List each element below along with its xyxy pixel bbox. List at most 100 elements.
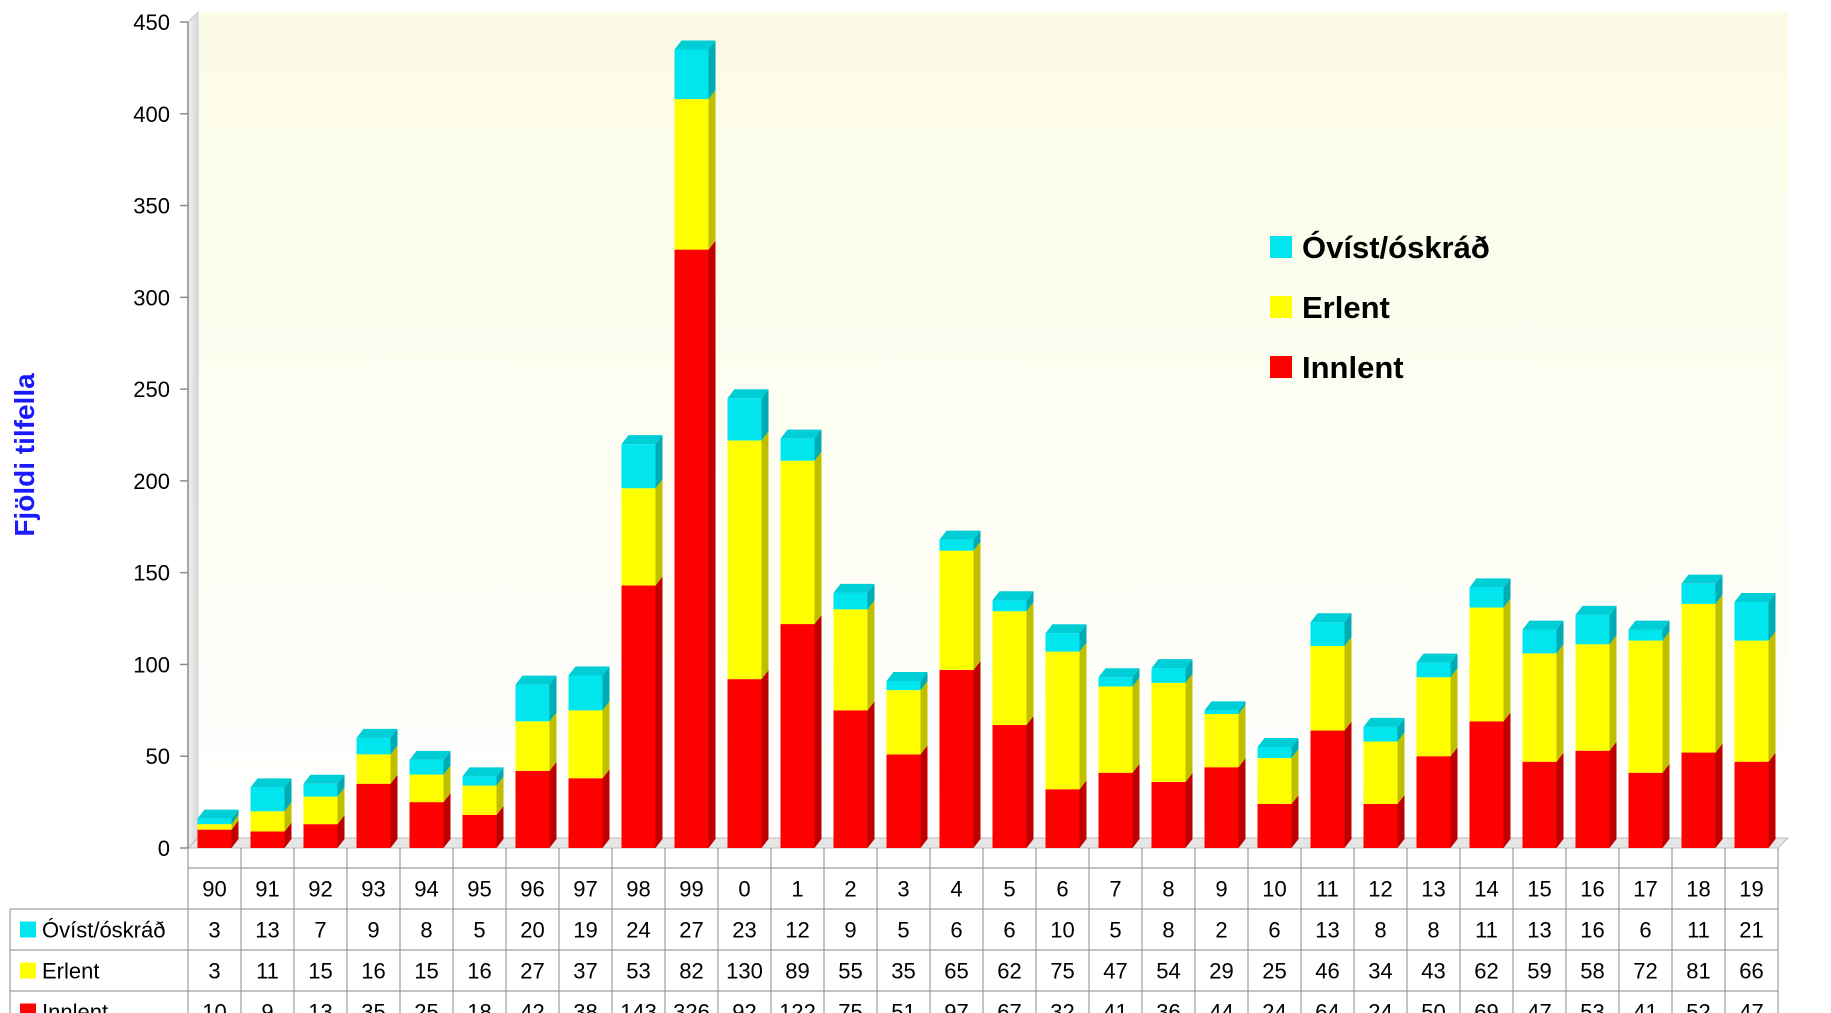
bar-stack-13 <box>1416 653 1458 848</box>
bar-stack-11 <box>1310 613 1352 848</box>
bar-segment-Óvíst/óskráð <box>939 539 974 551</box>
table-cell: 67 <box>997 1000 1021 1013</box>
y-axis-title: Fjöldi tilfella <box>9 373 40 537</box>
table-cell: 27 <box>679 918 703 943</box>
table-row-label: Óvíst/óskráð <box>42 918 165 943</box>
legend-swatch <box>1270 356 1292 378</box>
bar-segment-side <box>1132 763 1140 848</box>
x-tick-label: 7 <box>1109 877 1121 902</box>
legend-label: Erlent <box>1302 290 1390 325</box>
bar-segment-side <box>1079 780 1087 848</box>
y-tick-label: 0 <box>158 836 170 861</box>
bar-top-face <box>727 389 769 399</box>
bar-segment-side <box>1026 591 1034 612</box>
bar-segment-side <box>1344 613 1352 647</box>
table-cell: 36 <box>1156 1000 1180 1013</box>
bar-top-face <box>568 666 610 676</box>
legend-swatch <box>1270 296 1292 318</box>
bar-stack-2 <box>833 583 875 848</box>
bar-segment-Óvíst/óskráð <box>1310 622 1345 647</box>
bar-segment-side <box>1132 677 1140 773</box>
bar-top-face <box>1098 668 1140 678</box>
bar-segment-Innlent <box>833 710 868 848</box>
table-cell: 42 <box>520 1000 544 1013</box>
bar-segment-side <box>1715 574 1723 604</box>
bar-segment-side <box>549 712 557 771</box>
bar-segment-Innlent <box>1734 761 1769 848</box>
bar-segment-side <box>814 429 822 461</box>
bar-segment-Óvíst/óskráð <box>409 759 444 775</box>
bar-segment-side <box>655 479 663 586</box>
table-cell: 16 <box>361 959 385 984</box>
bar-segment-Óvíst/óskráð <box>1522 629 1557 654</box>
table-cell: 9 <box>261 1000 273 1013</box>
bar-segment-side <box>1715 743 1723 848</box>
bar-segment-Óvíst/óskráð <box>1045 633 1080 652</box>
bar-segment-side <box>920 671 928 691</box>
bar-segment-side <box>761 389 769 441</box>
table-cell: 16 <box>467 959 491 984</box>
bar-segment-Erlent <box>621 488 656 586</box>
table-cell: 82 <box>679 959 703 984</box>
bar-segment-Innlent <box>1098 772 1133 848</box>
table-cell: 53 <box>1580 1000 1604 1013</box>
x-tick-label: 10 <box>1262 877 1286 902</box>
bar-segment-Innlent <box>621 585 656 848</box>
table-row-label: Innlent <box>42 1000 108 1013</box>
bar-segment-Innlent <box>303 824 338 848</box>
bar-stack-96 <box>515 675 557 848</box>
bar-segment-side <box>867 701 875 848</box>
table-cell: 6 <box>1003 918 1015 943</box>
table-cell: 143 <box>620 1000 657 1013</box>
bar-segment-side <box>1291 738 1299 759</box>
bar-top-face <box>1522 620 1564 630</box>
x-tick-label: 4 <box>950 877 962 902</box>
table-cell: 19 <box>573 918 597 943</box>
bar-segment-side <box>1609 635 1617 751</box>
table-cell: 75 <box>1050 959 1074 984</box>
table-cell: 69 <box>1474 1000 1498 1013</box>
x-tick-label: 16 <box>1580 877 1604 902</box>
bar-segment-Innlent <box>780 624 815 848</box>
table-cell: 29 <box>1209 959 1233 984</box>
table-cell: 25 <box>414 1000 438 1013</box>
bar-segment-Erlent <box>1310 646 1345 731</box>
x-tick-label: 13 <box>1421 877 1445 902</box>
table-cell: 20 <box>520 918 544 943</box>
bar-segment-side <box>443 750 451 775</box>
table-cell: 5 <box>473 918 485 943</box>
x-tick-label: 92 <box>308 877 332 902</box>
x-tick-label: 94 <box>414 877 438 902</box>
table-cell: 23 <box>732 918 756 943</box>
bar-segment-side <box>1132 668 1140 687</box>
bar-segment-side <box>1344 637 1352 731</box>
bar-segment-Erlent <box>1522 653 1557 762</box>
bar-segment-Óvíst/óskráð <box>1416 662 1451 678</box>
y-tick-label: 100 <box>133 652 170 677</box>
table-legend-key <box>20 1003 36 1013</box>
bar-segment-side <box>814 615 822 848</box>
bar-segment-Innlent <box>674 249 709 848</box>
bar-top-face <box>1363 717 1405 727</box>
bar-segment-Erlent <box>1257 758 1292 804</box>
bar-segment-side <box>1556 620 1564 654</box>
bar-segment-side <box>1185 673 1193 782</box>
table-cell: 3 <box>208 918 220 943</box>
bar-segment-Óvíst/óskráð <box>780 438 815 461</box>
table-cell: 35 <box>891 959 915 984</box>
table-legend-key <box>20 921 36 938</box>
table-cell: 47 <box>1527 1000 1551 1013</box>
bar-segment-Erlent <box>515 721 550 771</box>
bar-segment-Erlent <box>1045 651 1080 790</box>
bar-top-face <box>1681 574 1723 584</box>
bar-top-face <box>621 435 663 445</box>
bar-segment-side <box>1344 721 1352 848</box>
bar-segment-Innlent <box>197 829 232 848</box>
bar-segment-side <box>284 822 292 848</box>
x-tick-label: 0 <box>738 877 750 902</box>
table-cell: 38 <box>573 1000 597 1013</box>
bar-top-face <box>197 809 239 819</box>
bar-segment-side <box>1397 794 1405 848</box>
bar-segment-Innlent <box>1204 767 1239 848</box>
bar-segment-side <box>973 660 981 848</box>
